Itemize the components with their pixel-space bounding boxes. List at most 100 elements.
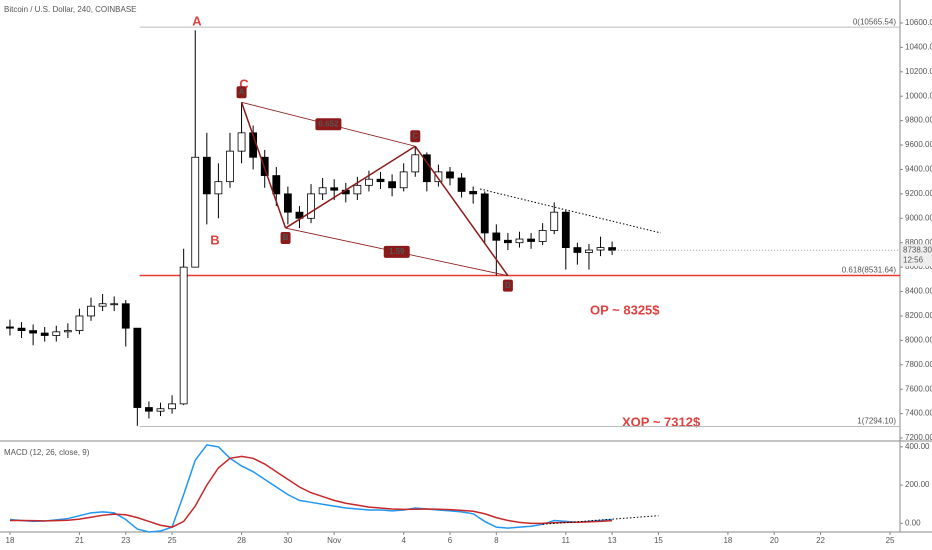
- candle-body: [307, 193, 315, 219]
- candle-body: [492, 232, 501, 241]
- x-tick-label: 28: [237, 536, 246, 545]
- macd-line: [9, 455, 613, 528]
- candle-body: [52, 331, 61, 336]
- pattern-line: [285, 145, 416, 229]
- candle-body: [573, 247, 582, 253]
- point-label: C: [412, 131, 418, 140]
- candle-body: [110, 303, 119, 306]
- y-tick-label: 9800.00: [905, 116, 932, 125]
- macd-line: [9, 444, 613, 533]
- candle-body: [353, 184, 362, 195]
- price-tag: [901, 244, 932, 267]
- candle-body: [365, 178, 373, 186]
- target-label: OP ~ 8325$: [590, 302, 660, 317]
- x-tick-label: 21: [75, 536, 84, 545]
- candle-body: [527, 238, 535, 242]
- x-tick-label: 30: [283, 536, 292, 545]
- y-tick-label: 8200.00: [905, 311, 932, 320]
- y-tick-label: 8000.00: [905, 335, 932, 344]
- x-tick-label: 18: [723, 536, 732, 545]
- x-tick-label: 25: [886, 536, 895, 545]
- candle-body: [226, 150, 234, 183]
- candle-body: [179, 266, 188, 405]
- y-tick-label: 8400.00: [905, 287, 932, 296]
- candle-body: [29, 330, 38, 334]
- candle-body: [550, 211, 559, 231]
- candle-body: [121, 303, 130, 329]
- candle-body: [504, 239, 512, 244]
- candle-body: [596, 247, 605, 251]
- candle-body: [295, 211, 304, 219]
- candle-body: [17, 327, 26, 332]
- wave-label: C: [239, 76, 249, 91]
- countdown: 12:56: [903, 255, 924, 264]
- candle-body: [538, 230, 547, 242]
- macd-title: MACD (12, 26, close, 9): [4, 448, 90, 457]
- y-tick-label: 8800.00: [905, 238, 932, 247]
- candle-body: [40, 332, 49, 336]
- y-tick-label: 7200.00: [905, 433, 932, 442]
- candle-body: [133, 327, 142, 408]
- point-label: A: [239, 87, 245, 96]
- wave-label: A: [192, 13, 202, 28]
- level-label: 1(7294.10): [857, 417, 896, 426]
- point-label: D: [505, 281, 511, 290]
- y-tick-label: 0.00: [905, 518, 921, 527]
- y-tick-label: 7800.00: [905, 360, 932, 369]
- candle-body: [376, 178, 385, 183]
- point-box: [280, 232, 291, 245]
- candle-body: [98, 303, 107, 307]
- y-tick-label: 9000.00: [905, 213, 932, 222]
- candle-body: [585, 249, 593, 253]
- price-tag-label: 8738.30: [903, 245, 932, 254]
- ratio-box: [315, 118, 342, 131]
- ratio-label: 0.652: [318, 119, 339, 128]
- candle-body: [145, 407, 153, 412]
- x-tick-label: 20: [770, 536, 779, 545]
- target-label: XOP ~ 7312$: [622, 414, 701, 429]
- point-box: [410, 130, 421, 143]
- y-tick-label: 10400.00: [905, 42, 932, 51]
- x-tick-label: 11: [562, 536, 571, 545]
- y-tick-label: 200.00: [905, 480, 930, 489]
- candle-body: [237, 132, 246, 152]
- y-tick-label: 7600.00: [905, 384, 932, 393]
- pattern-line: [240, 102, 287, 229]
- candle-body: [388, 181, 396, 189]
- x-tick-label: 6: [448, 536, 453, 545]
- level-label: 0.618(8531.64): [842, 266, 897, 275]
- y-tick-label: 10200.00: [905, 67, 932, 76]
- candle-body: [63, 330, 72, 333]
- y-tick-label: 9600.00: [905, 140, 932, 149]
- point-label: B: [283, 233, 289, 242]
- y-tick-label: 9400.00: [905, 165, 932, 174]
- candle-body: [202, 156, 211, 195]
- y-tick-label: 7400.00: [905, 409, 932, 418]
- candle-body: [75, 315, 84, 332]
- candle-body: [399, 171, 408, 189]
- candle-body: [469, 191, 478, 195]
- y-tick-label: 10000.00: [905, 91, 932, 100]
- candle-body: [330, 187, 339, 191]
- candle-body: [191, 156, 200, 268]
- x-tick-label: 15: [654, 536, 663, 545]
- x-tick-label: 18: [6, 536, 15, 545]
- candle-body: [515, 238, 524, 244]
- candle-body: [214, 181, 223, 195]
- y-tick-label: 8600.00: [905, 262, 932, 271]
- candle-body: [168, 403, 176, 410]
- candle-body: [561, 211, 570, 248]
- x-tick-label: 23: [121, 536, 130, 545]
- x-tick-label: 22: [816, 536, 825, 545]
- y-tick-label: 10600.00: [905, 18, 932, 27]
- point-box: [236, 86, 247, 99]
- candle-body: [411, 154, 420, 173]
- candle-body: [272, 175, 281, 195]
- candle-body: [480, 193, 489, 234]
- candle-body: [446, 171, 454, 179]
- trend-line: [479, 188, 661, 234]
- candle-body: [156, 408, 165, 412]
- wave-label: B: [210, 232, 219, 247]
- y-tick-label: 400.00: [905, 442, 930, 451]
